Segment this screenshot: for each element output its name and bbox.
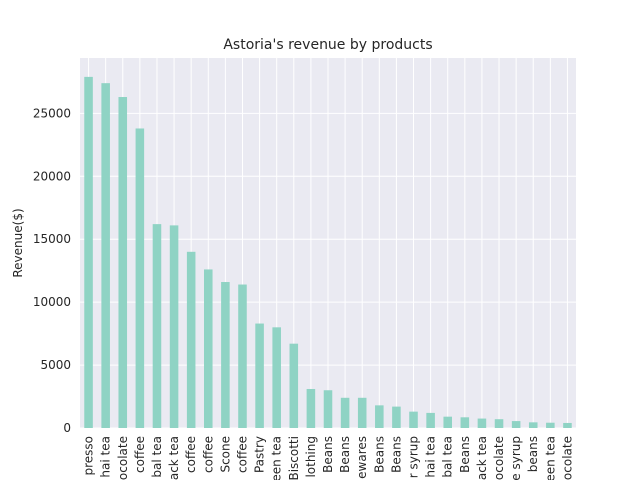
x-tick-label: e syrup [509,436,523,480]
x-tick-label: ack tea [475,436,489,480]
bar [477,418,487,428]
bar [357,397,367,428]
bar [426,412,435,428]
bar [204,269,213,428]
x-axis-ticks: presso hai tea ocolate coffee bal tea ack tea… [82,436,575,480]
x-tick-label: ocolate [492,436,506,480]
y-tick-label: 5000 [40,358,71,372]
bar [409,411,418,428]
x-tick-label: Beans [389,436,403,473]
y-axis-ticks: 0 5000 10000 15000 20000 25000 [33,106,71,435]
chart-title: Astoria's revenue by products [223,37,432,53]
x-tick-label: coffee [133,436,147,473]
x-tick-label: een tea [270,436,284,480]
x-tick-label: bal tea [150,436,164,478]
y-tick-label: 20000 [33,169,71,183]
x-tick-label: coffee [184,436,198,473]
bar [563,422,572,428]
x-tick-label: Beans [458,436,472,473]
x-tick-label: hai tea [424,436,438,478]
x-tick-label: een tea [543,436,557,480]
x-tick-label: Beans [372,436,386,473]
y-tick-label: 10000 [33,295,71,309]
x-tick-label: lothing [304,436,318,478]
bar [306,388,316,428]
x-tick-label: beans [526,436,540,472]
y-tick-label: 25000 [33,106,71,120]
bar [84,76,93,428]
x-tick-label: Scone [218,436,232,473]
bars [84,76,572,428]
bar [221,282,230,428]
y-tick-label: 0 [63,421,71,435]
bar [443,416,452,428]
bar [186,251,196,428]
bar [238,284,247,428]
bar [375,405,384,428]
x-tick-label: ocolate [560,436,574,480]
x-tick-label: Biscotti [287,436,301,480]
bar [494,419,504,428]
x-tick-label: Beans [338,436,352,473]
x-tick-label: coffee [235,436,249,473]
x-tick-label: ewares [355,436,369,479]
bar [528,422,538,428]
bar [289,343,299,428]
x-tick-label: ack tea [167,436,181,480]
bar [255,323,264,428]
bar [118,97,128,428]
x-tick-label: bal tea [441,436,455,478]
bar [272,327,281,428]
x-tick-label: Pastry [253,436,267,473]
y-tick-label: 15000 [33,232,71,246]
bar [152,224,162,428]
x-tick-label: Beans [321,436,335,473]
x-tick-label: coffee [201,436,215,473]
bar [511,421,521,428]
x-tick-label: hai tea [99,436,113,478]
bar [135,128,145,428]
bar [169,225,179,428]
bar [546,422,555,428]
bar [340,397,350,428]
x-tick-label: ocolate [116,436,130,480]
bar [460,417,470,428]
x-tick-label: r syrup [407,436,421,478]
bar [101,83,110,428]
bar [323,390,333,428]
x-tick-label: presso [82,436,96,476]
bar [392,406,401,428]
y-axis-label: Revenue($) [11,208,25,277]
